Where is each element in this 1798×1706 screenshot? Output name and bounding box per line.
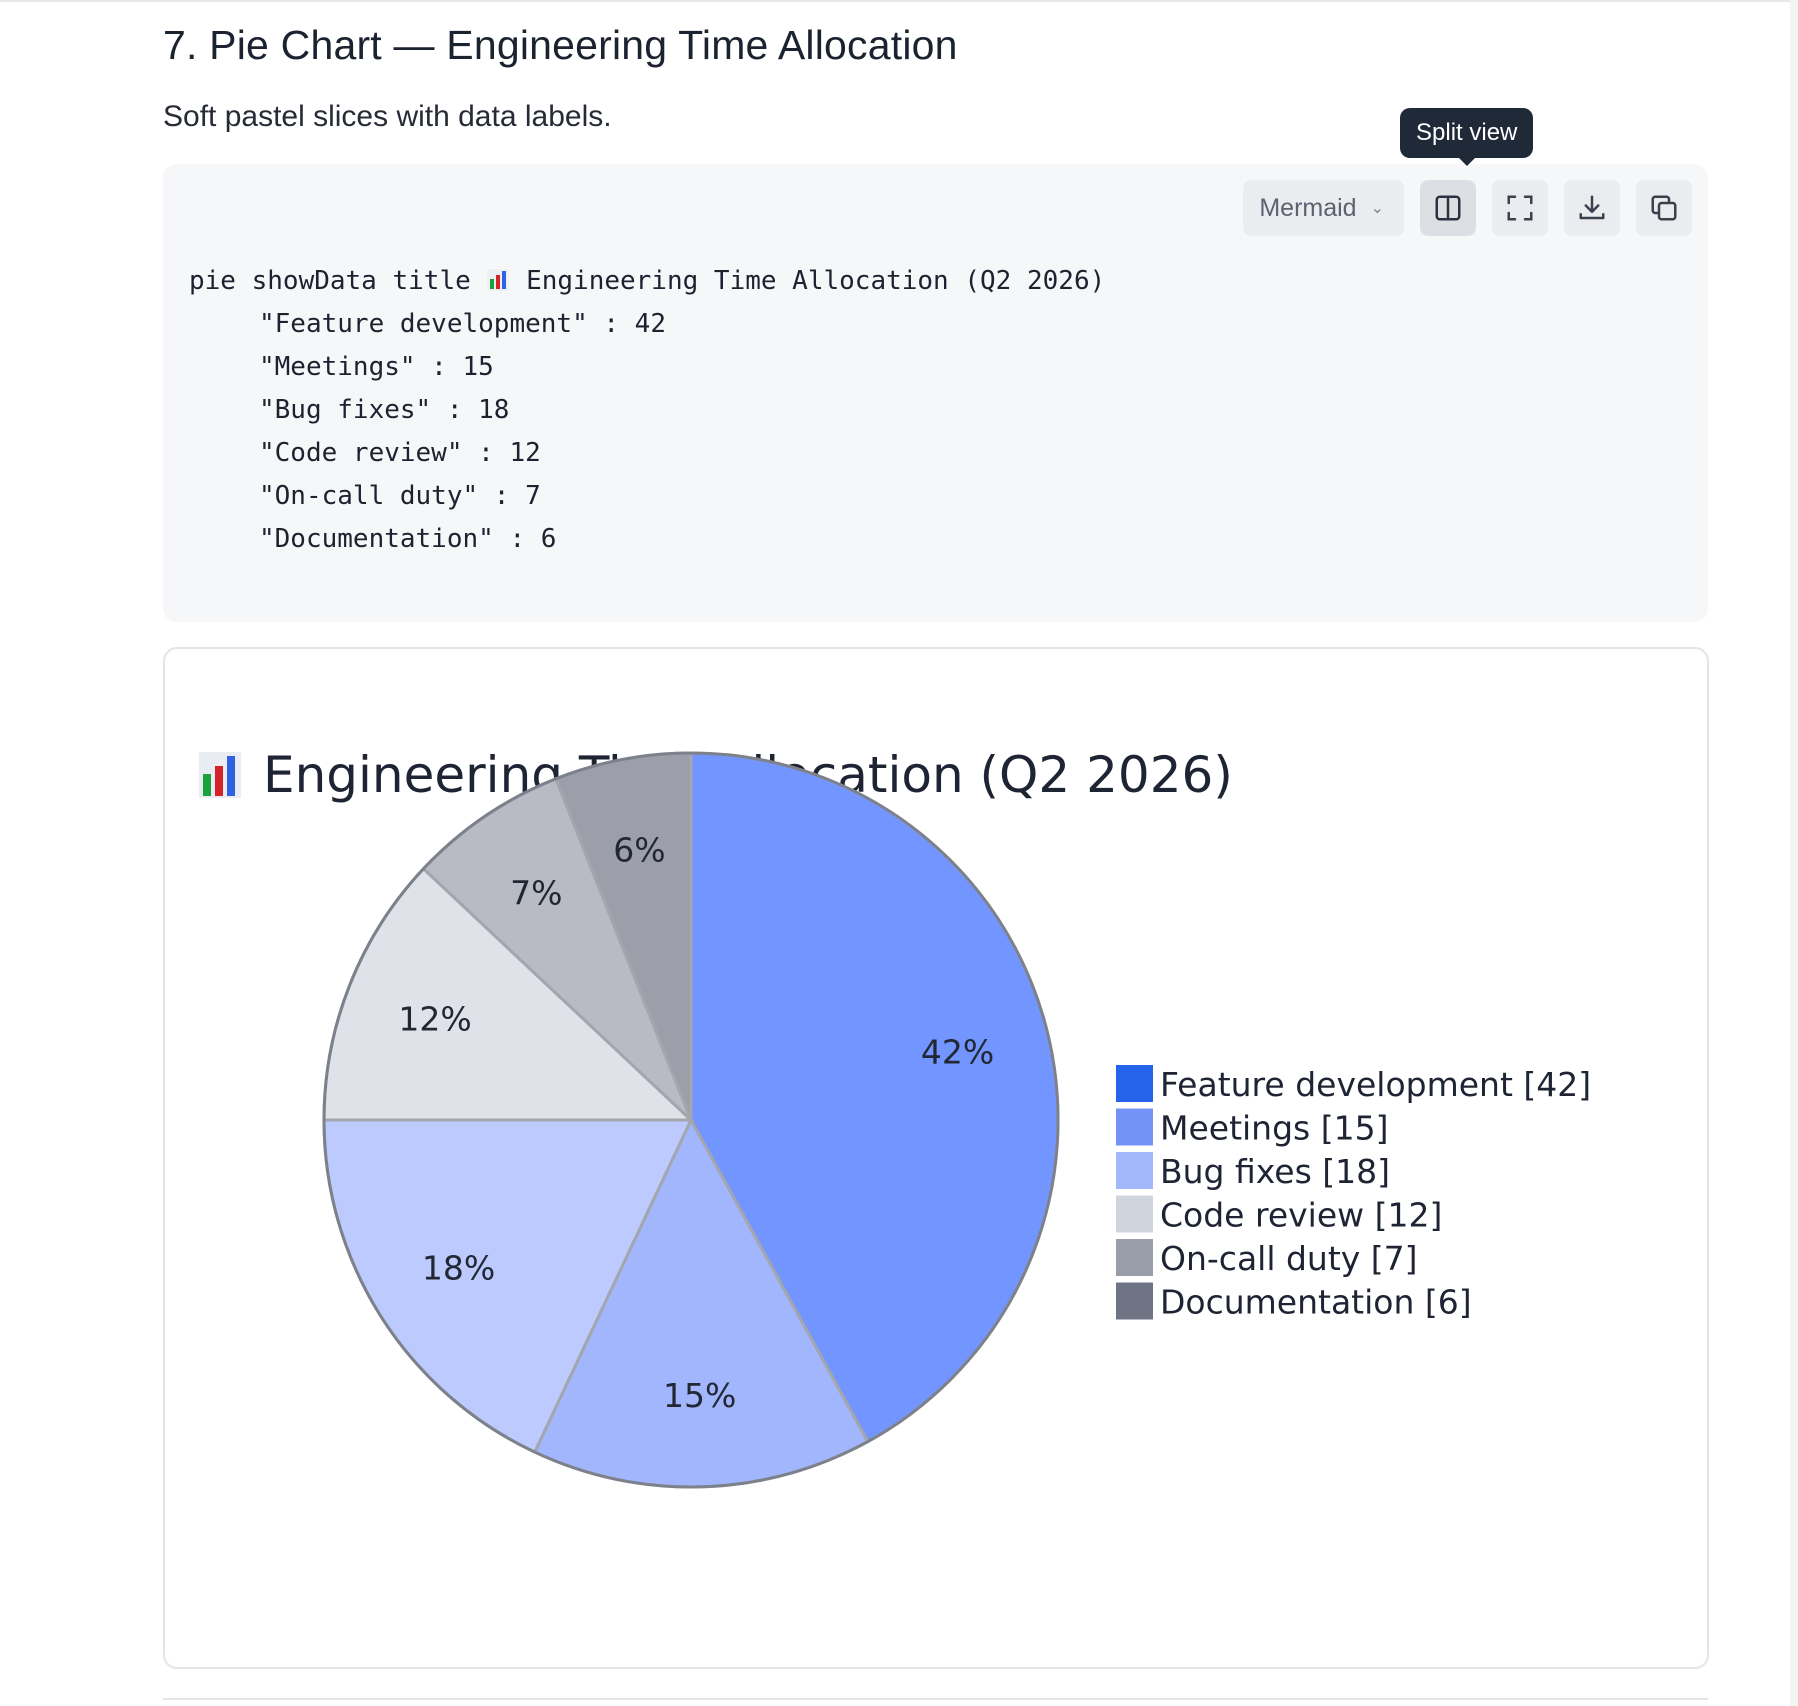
legend-item: Bug fixes [18]	[1116, 1152, 1390, 1191]
code-line: "Feature development" : 42	[259, 309, 666, 339]
legend-item: On-call duty [7]	[1116, 1239, 1418, 1278]
code-line: "Meetings" : 15	[259, 352, 494, 382]
legend-label: Documentation [6]	[1160, 1283, 1472, 1322]
code-content[interactable]: pie showData title Engineering Time Allo…	[189, 260, 1105, 561]
code-prefix: pie showData title	[189, 266, 487, 296]
legend-item: Documentation [6]	[1116, 1282, 1472, 1322]
slice-percent-label: 15%	[663, 1376, 736, 1415]
legend-swatch	[1116, 1239, 1153, 1276]
legend-label: Bug fixes [18]	[1160, 1152, 1390, 1191]
slice-percent-label: 42%	[921, 1033, 994, 1072]
section-divider	[163, 1698, 1708, 1700]
bar-chart-emoji-icon	[199, 752, 241, 798]
legend-item: Meetings [15]	[1116, 1108, 1388, 1148]
pie-chart: Engineering Time Allocation (Q2 2026) 42…	[199, 746, 1591, 1489]
chevron-down-icon: ⌄	[1370, 200, 1384, 217]
legend-swatch	[1116, 1282, 1153, 1320]
slice-percent-label: 7%	[510, 873, 562, 912]
pie-outline	[322, 751, 1060, 1489]
code-line: "Code review" : 12	[259, 438, 541, 468]
fullscreen-icon	[1507, 195, 1533, 221]
scrollbar-track[interactable]	[1790, 0, 1798, 1706]
download-icon	[1579, 195, 1605, 220]
code-line: "Documentation" : 6	[259, 524, 557, 554]
slice-percent-label: 12%	[398, 1000, 471, 1039]
language-select-value: Mermaid	[1259, 193, 1357, 222]
top-divider	[0, 0, 1798, 2]
bar-chart-emoji-icon	[487, 269, 510, 291]
legend-swatch	[1116, 1065, 1153, 1102]
legend-swatch	[1116, 1152, 1153, 1189]
language-select[interactable]: Mermaid ⌄	[1243, 180, 1404, 236]
split-view-icon	[1435, 195, 1461, 221]
legend-label: Meetings [15]	[1160, 1109, 1388, 1148]
legend-label: Code review [12]	[1160, 1196, 1442, 1235]
legend-label: On-call duty [7]	[1160, 1239, 1418, 1278]
code-line: "On-call duty" : 7	[259, 481, 541, 511]
chart-legend: Feature development [42] Meetings [15] Bug…	[1116, 1065, 1591, 1322]
download-button[interactable]	[1564, 180, 1620, 236]
code-title: Engineering Time Allocation (Q2 2026)	[510, 266, 1106, 296]
code-line: "Bug fixes" : 18	[259, 395, 510, 425]
section-title: 7. Pie Chart — Engineering Time Allocati…	[163, 22, 958, 68]
legend-label: Feature development [42]	[1160, 1065, 1591, 1104]
pie-slices	[322, 751, 1060, 1489]
chart-preview: Engineering Time Allocation (Q2 2026) 42…	[163, 647, 1709, 1669]
code-block: Mermaid ⌄	[163, 164, 1708, 622]
code-toolbar: Mermaid ⌄	[1243, 180, 1692, 236]
fullscreen-button[interactable]	[1492, 180, 1548, 236]
split-view-button[interactable]	[1420, 180, 1476, 236]
code-line-header: pie showData title Engineering Time Allo…	[189, 260, 1105, 303]
legend-item: Feature development [42]	[1116, 1065, 1591, 1104]
legend-swatch	[1116, 1195, 1153, 1233]
split-view-tooltip: Split view	[1400, 108, 1534, 166]
section-description: Soft pastel slices with data labels.	[163, 100, 612, 133]
legend-swatch	[1116, 1108, 1153, 1146]
legend-item: Code review [12]	[1116, 1195, 1442, 1235]
copy-icon	[1651, 195, 1677, 221]
copy-button[interactable]	[1636, 180, 1692, 236]
slice-percent-label: 18%	[422, 1248, 495, 1287]
pie-labels: 42% 15% 18% 12% 7% 6%	[398, 831, 994, 1415]
slice-percent-label: 6%	[613, 831, 665, 870]
